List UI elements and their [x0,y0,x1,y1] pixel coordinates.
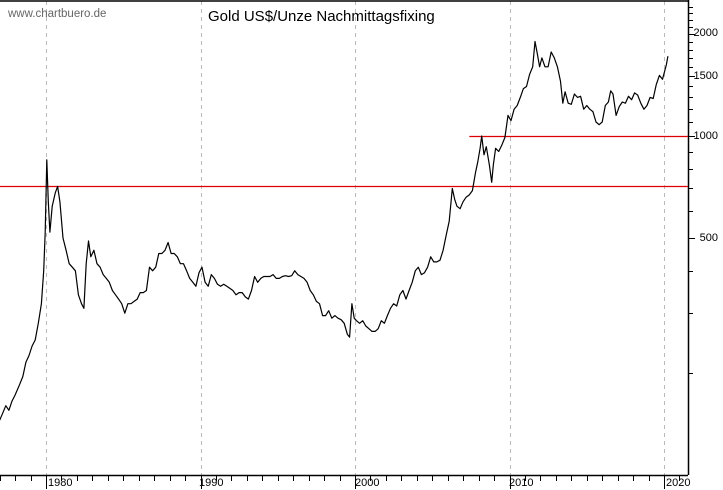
chart-title: Gold US$/Unze Nachmittagsfixing [208,8,435,25]
chart-axes [0,0,695,489]
resistance-lines [0,135,688,188]
x-tick-label: 1990 [199,477,224,489]
y-tick-label: 1000 [693,130,718,142]
y-tick-label: 500 [699,232,718,244]
gold-price-line [0,40,669,421]
x-tick-label: 1980 [48,477,73,489]
x-tick-label: 2020 [666,477,691,489]
y-tick-label: 1500 [693,70,718,82]
vertical-gridlines [46,1,665,475]
x-tick-label: 2000 [355,477,380,489]
y-tick-label: 2000 [693,27,718,39]
watermark: www.chartbuero.de [8,8,107,20]
x-tick-label: 2010 [509,477,534,489]
